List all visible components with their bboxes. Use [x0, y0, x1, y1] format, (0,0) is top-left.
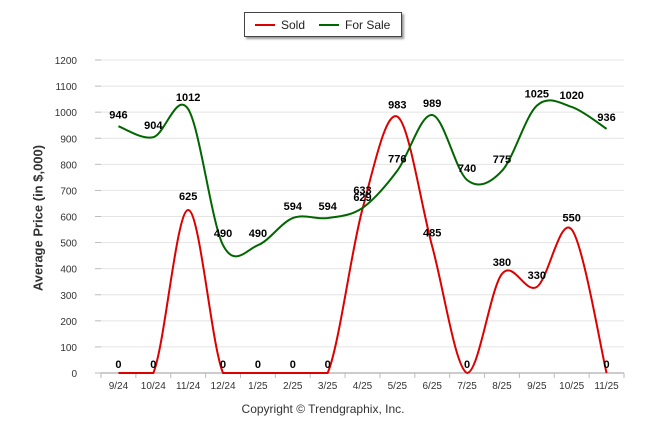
data-label-for-sale: 775	[493, 154, 511, 166]
y-tick-label: 1000	[55, 108, 78, 119]
x-tick-label: 5/25	[388, 381, 408, 392]
y-tick-label: 600	[60, 213, 77, 224]
data-label-sold: 485	[423, 227, 441, 239]
data-label-for-sale: 594	[284, 201, 303, 213]
data-label-for-sale: 1012	[176, 92, 200, 104]
x-tick-label: 3/25	[318, 381, 338, 392]
y-tick-label: 700	[60, 186, 77, 197]
data-label-sold: 330	[528, 270, 546, 282]
x-tick-label: 2/25	[283, 381, 303, 392]
data-label-for-sale: 633	[353, 185, 371, 197]
data-label-for-sale: 946	[109, 109, 127, 121]
y-tick-label: 400	[60, 265, 77, 276]
data-label-sold: 983	[388, 100, 406, 112]
data-label-sold: 0	[325, 359, 331, 371]
y-tick-label: 100	[60, 343, 77, 354]
legend-item-sold[interactable]: Sold	[255, 18, 305, 32]
data-label-for-sale: 490	[214, 228, 232, 240]
legend-swatch-for-sale	[319, 24, 339, 26]
x-tick-label: 11/24	[176, 381, 201, 392]
x-tick-label: 8/25	[492, 381, 512, 392]
x-tick-label: 4/25	[353, 381, 373, 392]
x-tick-label: 9/25	[527, 381, 547, 392]
data-label-for-sale: 776	[388, 154, 406, 166]
y-tick-label: 1200	[55, 56, 78, 67]
y-axis-title: Average Price (in $,000)	[30, 144, 46, 292]
x-tick-label: 12/24	[211, 381, 236, 392]
data-label-sold: 550	[563, 213, 581, 225]
data-label-for-sale: 594	[318, 201, 337, 213]
data-label-sold: 0	[220, 359, 226, 371]
data-label-sold: 0	[255, 359, 261, 371]
data-label-for-sale: 936	[597, 112, 615, 124]
legend: Sold For Sale	[244, 12, 402, 37]
data-label-sold: 629	[353, 192, 371, 204]
y-tick-label: 300	[60, 291, 77, 302]
legend-label-sold: Sold	[281, 18, 306, 32]
data-label-sold: 0	[290, 359, 296, 371]
y-tick-label: 900	[60, 134, 77, 145]
data-label-sold: 625	[179, 191, 197, 203]
series-line-sold	[118, 115, 608, 375]
y-tick-label: 500	[60, 239, 77, 250]
series-line-for-sale	[118, 99, 608, 258]
x-tick-label: 10/24	[141, 381, 166, 392]
x-tick-label: 7/25	[457, 381, 477, 392]
x-tick-label: 10/25	[559, 381, 584, 392]
y-tick-label: 800	[60, 160, 77, 171]
legend-label-for-sale: For Sale	[345, 18, 391, 32]
data-label-for-sale: 1020	[559, 90, 583, 102]
data-label-sold: 0	[115, 359, 121, 371]
x-tick-label: 9/24	[109, 381, 129, 392]
y-tick-label: 1100	[55, 82, 77, 93]
x-tick-label: 6/25	[422, 381, 442, 392]
y-tick-label: 0	[71, 369, 77, 380]
data-label-sold: 0	[150, 359, 156, 371]
data-label-for-sale: 740	[458, 163, 476, 175]
copyright-footer: Copyright © Trendgraphix, Inc.	[241, 402, 405, 416]
data-label-sold: 0	[604, 359, 610, 371]
x-tick-label: 1/25	[248, 381, 268, 392]
data-label-sold: 380	[493, 257, 511, 269]
legend-swatch-sold	[255, 24, 275, 26]
data-label-for-sale: 490	[249, 228, 267, 240]
y-tick-label: 200	[60, 317, 77, 328]
x-tick-label: 11/25	[594, 381, 619, 392]
data-label-for-sale: 1025	[525, 89, 549, 101]
data-label-for-sale: 989	[423, 98, 441, 110]
legend-item-for-sale[interactable]: For Sale	[319, 18, 390, 32]
data-label-for-sale: 904	[144, 120, 163, 132]
data-label-sold: 0	[464, 359, 470, 371]
